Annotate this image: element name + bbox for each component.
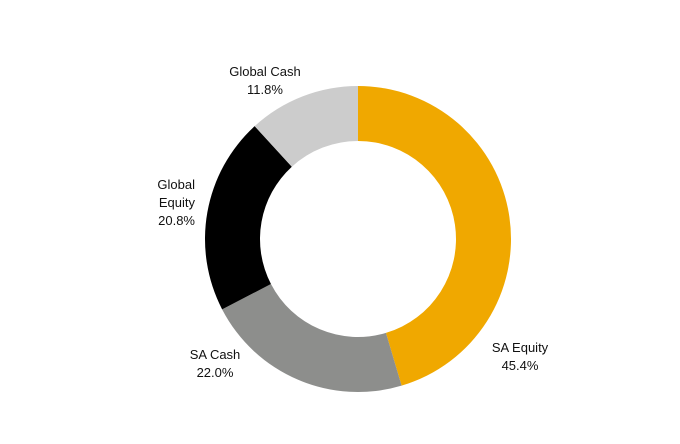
value-label: 45.4% bbox=[501, 358, 539, 373]
slice-label: SA Equity 45.4% bbox=[480, 339, 560, 375]
value-label: 22.0% bbox=[196, 365, 234, 380]
slice bbox=[222, 284, 402, 392]
category-label: Global Cash bbox=[229, 64, 301, 79]
slice bbox=[358, 86, 512, 386]
slice-label: Global Equity 20.8% bbox=[120, 176, 195, 230]
slice-label: Global Cash 11.8% bbox=[210, 63, 320, 99]
value-label: 20.8% bbox=[158, 213, 195, 228]
value-label: 11.8% bbox=[247, 82, 283, 97]
category-label: SA Equity bbox=[491, 340, 549, 355]
category-label: Global Equity bbox=[157, 177, 195, 210]
slice bbox=[205, 126, 292, 310]
category-label: SA Cash bbox=[189, 347, 241, 362]
slice-label: SA Cash 22.0% bbox=[170, 346, 260, 382]
slice bbox=[254, 86, 358, 167]
